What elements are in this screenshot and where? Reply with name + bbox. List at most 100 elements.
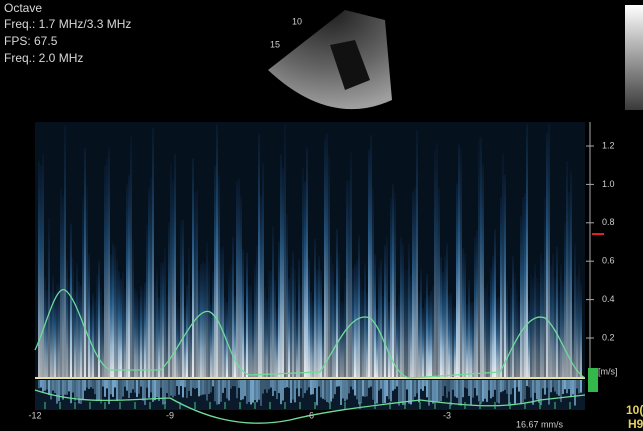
reverse-streak [200, 380, 202, 395]
reverse-streak [308, 380, 310, 387]
spectral-streak [494, 229, 496, 378]
reverse-streak [298, 380, 300, 396]
spectral-streak [420, 269, 422, 378]
spectral-streak [258, 135, 260, 378]
reverse-streak [492, 380, 494, 397]
reverse-streak [444, 380, 446, 386]
spectral-streak [546, 133, 548, 378]
spectral-streak [76, 264, 78, 378]
spectral-streak [274, 280, 276, 378]
reverse-streak [572, 380, 574, 394]
reverse-streak [438, 380, 440, 402]
reverse-streak [326, 380, 328, 402]
reverse-streak [436, 380, 438, 401]
spectral-streak [488, 296, 490, 378]
reverse-streak [194, 380, 196, 389]
reverse-streak [544, 380, 546, 395]
spectral-streak [172, 180, 174, 378]
reverse-streak [146, 380, 148, 388]
reverse-streak [528, 380, 530, 387]
reverse-streak [140, 380, 142, 387]
spectral-streak [404, 268, 406, 378]
reverse-streak [578, 380, 580, 394]
reverse-streak [72, 380, 74, 392]
spectral-streak [128, 175, 130, 378]
spectral-streak [72, 258, 74, 378]
spectral-streak [378, 267, 380, 378]
reverse-streak [208, 380, 210, 394]
reverse-streak [504, 380, 506, 390]
reverse-streak [406, 380, 408, 389]
scale-label: 1.2 [602, 140, 615, 150]
reverse-streak [120, 380, 122, 399]
reverse-streak [458, 380, 460, 405]
reverse-streak [432, 380, 434, 404]
spectral-streak [520, 216, 522, 378]
spectral-streak [332, 264, 334, 378]
reverse-streak [356, 380, 358, 399]
spectral-streak [42, 154, 44, 378]
spectral-streak [358, 236, 360, 378]
reverse-streak [76, 380, 78, 398]
spectral-streak [138, 298, 140, 378]
spectral-streak [342, 301, 344, 378]
header-line: Freq.: 2.0 MHz [4, 51, 83, 65]
spectral-streak [126, 185, 128, 378]
spectral-streak [108, 148, 110, 378]
reverse-streak [122, 380, 124, 397]
spectral-streak [318, 256, 320, 378]
reverse-streak [168, 380, 170, 397]
spectral-streak [114, 247, 116, 378]
spectral-streak [208, 263, 210, 378]
reverse-streak [90, 380, 92, 387]
reverse-streak [472, 380, 474, 398]
reverse-streak [232, 380, 234, 386]
spectral-streak [472, 302, 474, 378]
reverse-streak [404, 380, 406, 405]
reverse-streak [118, 380, 120, 400]
spectral-streak [444, 256, 446, 378]
depth-label: 10 [292, 16, 302, 26]
reverse-streak [282, 380, 284, 401]
spectral-streak [440, 257, 442, 378]
reverse-streak [328, 380, 330, 403]
reverse-streak [114, 380, 116, 388]
reverse-streak [430, 380, 432, 401]
reverse-streak [288, 380, 290, 388]
spectral-streak [552, 254, 554, 378]
spectral-streak [320, 270, 322, 378]
reverse-streak [128, 380, 130, 398]
spectral-streak [392, 184, 394, 378]
spectral-streak [446, 243, 448, 378]
reverse-streak [424, 380, 426, 386]
reverse-streak [184, 380, 186, 387]
reverse-streak [350, 380, 352, 387]
spectral-streak [100, 289, 102, 378]
spectral-streak [482, 164, 484, 378]
reverse-streak [256, 380, 258, 402]
spectral-streak [554, 277, 556, 378]
spectral-streak [324, 140, 326, 378]
spectral-streak [464, 253, 466, 378]
reverse-streak [324, 380, 326, 400]
spectral-streak [86, 186, 88, 378]
reverse-streak [552, 380, 554, 387]
reverse-streak [442, 380, 444, 396]
spectral-streak [294, 269, 296, 378]
time-label: -6 [306, 410, 314, 420]
reverse-streak [50, 380, 52, 399]
reverse-streak [534, 380, 536, 393]
spectral-streak [538, 282, 540, 378]
reverse-streak [514, 380, 516, 404]
spectral-streak [416, 130, 418, 378]
reverse-streak [230, 380, 232, 389]
spectral-streak [196, 190, 198, 378]
reverse-streak [392, 380, 394, 391]
reverse-streak [48, 380, 50, 395]
reverse-streak [302, 380, 304, 398]
reverse-streak [388, 380, 390, 399]
reverse-streak [80, 380, 82, 404]
time-label: -9 [166, 410, 174, 420]
reverse-streak [254, 380, 256, 400]
spectral-streak [442, 272, 444, 378]
